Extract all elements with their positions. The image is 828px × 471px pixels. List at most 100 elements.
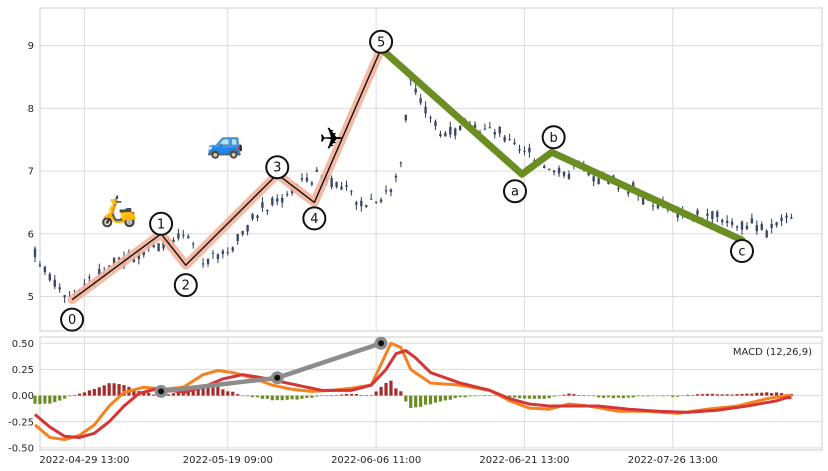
candle-body: [483, 128, 487, 130]
macd-histogram-bar: [557, 395, 561, 397]
candle-body: [142, 251, 145, 256]
macd-histogram-bar: [68, 395, 72, 397]
macd-histogram-bar: [77, 393, 82, 396]
candle-body: [231, 247, 234, 251]
candle-body: [43, 266, 47, 273]
macd-histogram-bar: [636, 395, 640, 397]
price-y-tick-label: 6: [28, 229, 34, 240]
macd-histogram-bar: [409, 395, 413, 409]
macd-histogram-bar: [428, 395, 433, 405]
macd-histogram-bar: [532, 395, 536, 399]
candle-body: [404, 114, 408, 121]
macd-histogram-bar: [132, 389, 136, 396]
macd-wave-point-inner: [378, 340, 385, 347]
macd-histogram-bar: [414, 395, 418, 408]
macd-histogram-bar: [339, 394, 344, 396]
macd-histogram-bar: [191, 388, 195, 396]
macd-histogram-bar: [527, 395, 532, 399]
candle-body: [305, 177, 309, 182]
candle-body: [439, 133, 442, 137]
macd-histogram-bar: [53, 395, 57, 403]
macd-histogram-bar: [567, 393, 571, 396]
macd-histogram-bar: [384, 383, 388, 396]
candle-body: [562, 172, 566, 176]
candle-body: [192, 243, 195, 245]
macd-histogram-bar: [305, 395, 309, 399]
macd-histogram-bar: [621, 395, 625, 399]
macd-histogram-bar: [443, 395, 447, 401]
macd-histogram-bar: [117, 384, 121, 396]
x-tick-label: 2022-04-29 13:00: [39, 455, 129, 466]
candle-body: [454, 128, 457, 136]
candle-body: [775, 222, 778, 226]
candle-body: [730, 221, 734, 225]
macd-y-tick-label: 0.00: [12, 391, 34, 402]
macd-histogram-bar: [745, 393, 749, 396]
macd-histogram-bar: [779, 393, 784, 396]
candle-body: [424, 106, 427, 114]
macd-histogram-bar: [236, 394, 240, 396]
candle-body: [384, 190, 388, 192]
candle-body: [765, 230, 768, 238]
candle-body: [498, 126, 501, 134]
macd-histogram-bar: [255, 395, 260, 398]
macd-histogram-bar: [310, 395, 314, 398]
macd-histogram-bar: [775, 392, 779, 396]
candle-body: [592, 176, 595, 182]
macd-histogram-bar: [142, 391, 146, 396]
candle-body: [617, 188, 620, 190]
candle-body: [790, 217, 793, 219]
candle-body: [711, 211, 714, 220]
wave-label: c: [738, 245, 745, 260]
macd-histogram-bar: [265, 395, 269, 399]
candle-body: [276, 198, 279, 202]
candle-body: [350, 191, 353, 193]
wave-marker-circle: [265, 155, 290, 180]
macd-histogram-bar: [606, 395, 611, 398]
macd-histogram-bar: [656, 395, 660, 397]
macd-histogram-bar: [290, 395, 294, 400]
macd-histogram-bar: [542, 395, 546, 399]
macd-histogram-bar: [611, 395, 616, 399]
candle-body: [300, 178, 304, 180]
macd-y-tick-label: 0.50: [12, 339, 34, 350]
wave-label: 1: [157, 217, 165, 232]
candle-body: [315, 169, 319, 172]
macd-histogram-bar: [315, 395, 319, 397]
macd-histogram-bar: [458, 395, 462, 398]
candle-body: [394, 175, 398, 178]
macd-histogram-bar: [295, 395, 299, 400]
macd-histogram-bar: [250, 395, 255, 398]
candle-body: [721, 219, 724, 223]
macd-histogram-bar: [92, 388, 96, 396]
impulse-wave-line: [71, 48, 382, 301]
wave-marker-circle: [730, 239, 754, 264]
macd-histogram-bar: [389, 380, 393, 396]
candle-body: [256, 215, 259, 218]
macd-histogram-bar: [725, 394, 729, 396]
macd-histogram-bar: [488, 395, 492, 397]
candle-body: [345, 185, 348, 187]
macd-histogram-bar: [334, 395, 339, 396]
candle-body: [53, 279, 56, 287]
wave-marker-circle: [369, 29, 394, 54]
wave-label: 0: [68, 313, 76, 328]
macd-histogram-bar: [755, 392, 759, 396]
macd-histogram-bar: [760, 392, 764, 396]
macd-histogram-bar: [597, 395, 601, 398]
candle-body: [236, 233, 239, 241]
macd-histogram-bar: [433, 395, 438, 403]
candle-body: [770, 224, 773, 228]
candle-body: [132, 257, 136, 262]
macd-histogram-bar: [48, 395, 52, 404]
candle-body: [419, 98, 422, 103]
macd-histogram-bar: [631, 395, 635, 398]
candle-body: [206, 259, 210, 265]
price-y-tick-label: 7: [28, 167, 34, 178]
candle-body: [369, 198, 373, 200]
candle-body: [261, 202, 264, 208]
macd-histogram-bar: [206, 385, 210, 396]
macd-histogram-bar: [280, 395, 284, 401]
macd-y-tick-label: -0.25: [8, 417, 34, 428]
macd-histogram-bar: [394, 388, 398, 396]
